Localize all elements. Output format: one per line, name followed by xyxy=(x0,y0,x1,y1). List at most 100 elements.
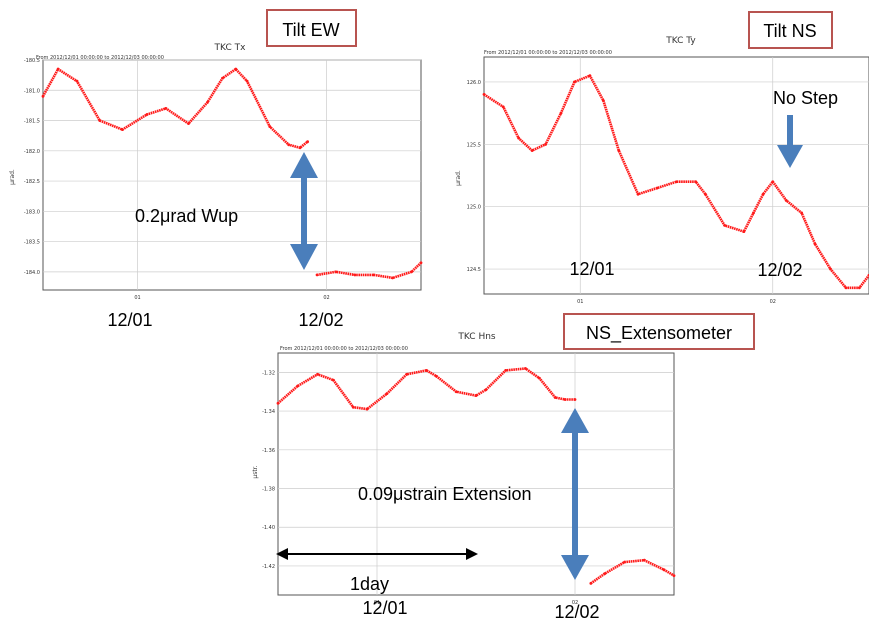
annotation-wup: 0.2μrad Wup xyxy=(135,206,238,226)
data-point xyxy=(844,286,848,290)
data-point xyxy=(530,149,534,152)
date-label: 12/02 xyxy=(757,260,802,280)
data-point xyxy=(419,261,423,265)
data-point xyxy=(537,376,541,380)
data-point xyxy=(221,76,224,80)
data-point xyxy=(385,392,389,396)
data-point xyxy=(601,99,605,103)
data-point xyxy=(234,67,238,71)
data-point xyxy=(694,180,698,184)
x-tick-label: 01 xyxy=(134,295,140,301)
data-point xyxy=(245,79,249,83)
data-point xyxy=(517,136,521,140)
data-point xyxy=(524,367,527,370)
chart-subtitle: From 2012/12/01 00:00:00 to 2012/12/03 0… xyxy=(280,346,408,352)
data-point xyxy=(75,79,79,83)
date-label: 12/01 xyxy=(569,259,614,279)
data-point xyxy=(306,140,309,144)
double-arrow-hns xyxy=(561,408,589,580)
data-point xyxy=(332,378,335,382)
chart-title: TKC Hns xyxy=(457,332,496,342)
data-point xyxy=(425,369,428,372)
data-point xyxy=(296,384,300,388)
plot-frame xyxy=(277,352,675,596)
data-point xyxy=(268,125,272,128)
y-tick-label: -180.5 xyxy=(24,58,40,64)
data-point xyxy=(206,100,209,104)
data-point xyxy=(800,211,804,215)
series-line-1 xyxy=(590,558,675,585)
data-point xyxy=(553,396,557,399)
plot-area: -180.5 -181.0 -181.5 -182.0 -182.5 -183.0 -183… xyxy=(24,58,423,301)
y-tick-label: -183.5 xyxy=(24,240,40,246)
data-point xyxy=(410,270,413,274)
callout-tilt-ew: Tilt EW xyxy=(282,20,339,40)
data-point xyxy=(589,581,593,585)
chart-tkc-ty: TKC Ty From 2012/12/01 00:00:00 to 2012/… xyxy=(455,36,869,305)
data-point xyxy=(120,128,124,132)
chart-title: TKC Tx xyxy=(214,43,247,53)
data-point xyxy=(559,111,563,115)
x-tick-label: 01 xyxy=(577,299,583,305)
data-point xyxy=(784,199,788,202)
y-tick-label: 125.0 xyxy=(467,205,481,211)
y-tick-label: -181.5 xyxy=(24,119,40,125)
data-point xyxy=(617,149,621,152)
chart-subtitle: From 2012/12/01 00:00:00 to 2012/12/03 0… xyxy=(484,50,612,56)
data-point xyxy=(474,394,478,397)
data-point xyxy=(761,192,765,196)
annotation-extension: 0.09μstrain Extension xyxy=(358,484,531,504)
data-point xyxy=(588,74,592,78)
data-point xyxy=(287,143,291,147)
date-label: 12/01 xyxy=(107,310,152,330)
y-tick-label: -183.0 xyxy=(24,209,40,215)
data-point xyxy=(563,398,567,401)
chart-tkc-tx: TKC Tx From 2012/12/01 00:00:00 to 2012/… xyxy=(9,43,423,301)
data-point xyxy=(145,113,149,116)
data-point xyxy=(501,105,505,109)
series-line-0 xyxy=(41,67,309,150)
y-tick-label: -182.5 xyxy=(24,179,40,185)
one-day-arrow xyxy=(276,548,478,560)
chart-title: TKC Ty xyxy=(665,36,696,46)
data-point xyxy=(723,223,727,227)
y-axis-label: μrad. xyxy=(455,170,462,186)
y-tick-label: -184.0 xyxy=(24,270,40,276)
callout-box-tilt-ew xyxy=(266,9,357,47)
data-point xyxy=(504,369,508,372)
x-tick-label: 01 xyxy=(374,600,380,606)
data-point xyxy=(771,180,775,184)
data-point xyxy=(353,273,357,277)
data-point xyxy=(857,286,861,290)
data-point xyxy=(573,398,577,401)
callout-box-tilt-ns xyxy=(748,11,833,49)
callout-box-ns-extensometer xyxy=(563,313,755,350)
plot-area: 126.0 125.5 125.0 124.5 01 02 xyxy=(467,56,869,305)
data-point xyxy=(636,192,640,196)
data-point xyxy=(365,407,369,411)
data-point xyxy=(435,374,438,378)
data-point xyxy=(164,107,168,110)
y-tick-label: -1.32 xyxy=(262,370,275,376)
data-point xyxy=(372,273,376,277)
data-point xyxy=(334,270,338,274)
y-tick-label: 125.5 xyxy=(467,142,481,148)
y-tick-label: -182.0 xyxy=(24,149,40,155)
data-point xyxy=(662,568,666,572)
y-tick-label: -1.40 xyxy=(262,525,275,531)
data-point xyxy=(454,390,458,394)
date-label: 12/01 xyxy=(362,598,407,618)
callout-tilt-ns: Tilt NS xyxy=(763,21,816,41)
data-point xyxy=(187,122,190,125)
y-tick-label: -181.0 xyxy=(24,88,40,94)
data-point xyxy=(672,574,676,578)
y-tick-label: -1.34 xyxy=(262,409,275,415)
date-label: 12/02 xyxy=(554,602,599,622)
chart-tkc-hns: TKC Hns From 2012/12/01 00:00:00 to 2012… xyxy=(252,332,676,606)
data-point xyxy=(829,267,832,271)
data-point xyxy=(315,273,319,277)
plot-frame xyxy=(42,59,422,291)
double-arrow-tx xyxy=(290,152,318,270)
data-point xyxy=(544,142,547,146)
